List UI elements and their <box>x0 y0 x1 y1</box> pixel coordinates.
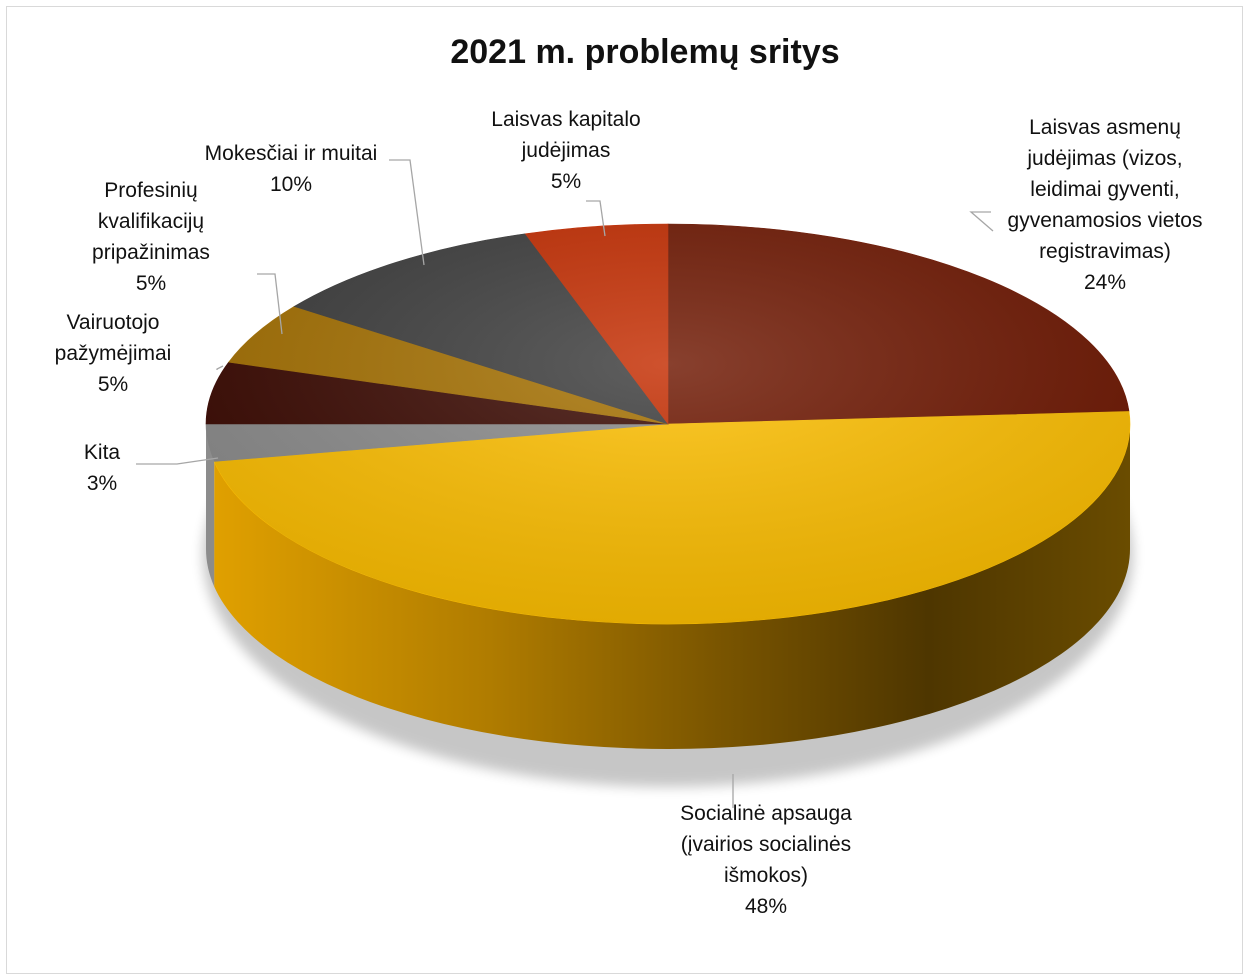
label-leader-line <box>389 160 424 265</box>
label-leader-line <box>136 458 218 464</box>
slice-label: Laisvas asmenų judėjimas (vizos, leidimai … <box>1008 116 1203 294</box>
label-leader-line <box>971 212 993 231</box>
slice-label: Vairuotojo pažymėjimai 5% <box>55 311 172 396</box>
slice-label: Socialinė apsauga (įvairios socialinės išm… <box>680 802 852 918</box>
slice-label: Profesinių kvalifikacijų pripažinimas 5% <box>92 179 210 295</box>
chart-title: 2021 m. problemų sritys <box>450 33 839 71</box>
slice-label: Laisvas kapitalo judėjimas 5% <box>491 108 640 193</box>
label-leader-line <box>217 366 223 370</box>
slice-label: Mokesčiai ir muitai 10% <box>205 142 378 196</box>
slice-label: Kita 3% <box>84 441 121 495</box>
pie-shine <box>206 224 1130 624</box>
